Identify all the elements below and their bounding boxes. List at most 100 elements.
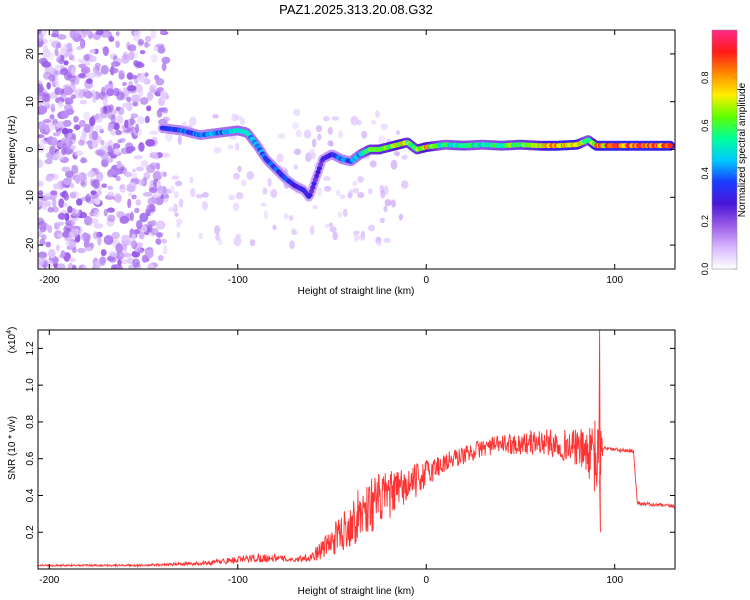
- heatmap-noise-cell: [144, 42, 151, 48]
- heatmap-noise-cell: [91, 89, 96, 100]
- x-tick-label: 100: [606, 275, 623, 286]
- heatmap-noise-cell: [71, 219, 76, 227]
- heatmap-halo-cell: [323, 116, 330, 122]
- heatmap-halo-cell: [327, 126, 333, 135]
- heatmap-noise-cell: [83, 54, 90, 62]
- heatmap-noise-cell: [45, 192, 51, 201]
- heatmap-noise-cell: [38, 134, 45, 139]
- heatmap-noise-cell: [60, 250, 66, 258]
- colorbar-tick-label: 0.0: [700, 263, 710, 276]
- y-tick-label: 0.2: [25, 525, 36, 539]
- heatmap-halo-cell: [367, 224, 376, 232]
- heatmap-noise-cell: [63, 86, 73, 96]
- heatmap-noise-cell: [94, 113, 104, 123]
- heatmap-halo-cell: [227, 144, 234, 150]
- heatmap-noise-cell: [131, 194, 137, 200]
- spectrogram-heatmap: [38, 30, 675, 269]
- heatmap-noise-cell: [116, 160, 122, 166]
- heatmap-noise-cell: [96, 71, 102, 76]
- heatmap-noise-cell: [136, 61, 143, 67]
- heatmap-halo-cell: [358, 234, 365, 241]
- heatmap-halo-cell: [283, 213, 289, 220]
- heatmap-noise-cell: [87, 170, 96, 178]
- heatmap-noise-cell: [83, 111, 91, 121]
- heatmap-noise-cell: [140, 97, 146, 103]
- heatmap-noise-cell: [135, 199, 141, 206]
- heatmap-halo-cell: [293, 108, 301, 116]
- heatmap-noise-cell: [152, 191, 162, 198]
- heatmap-halo-cell: [171, 175, 180, 180]
- heatmap-noise-cell: [161, 62, 167, 72]
- y-tick-label: 1.0: [25, 378, 36, 392]
- heatmap-halo-cell: [327, 140, 334, 147]
- heatmap-noise-cell: [38, 160, 44, 168]
- heatmap-noise-cell: [62, 119, 72, 127]
- heatmap-noise-cell: [106, 207, 115, 213]
- heatmap-noise-cell: [110, 114, 116, 123]
- heatmap-halo-cell: [195, 193, 204, 199]
- heatmap-halo-cell: [289, 240, 295, 250]
- heatmap-noise-cell: [38, 83, 44, 94]
- heatmap-noise-cell: [117, 259, 122, 267]
- heatmap-noise-cell: [161, 238, 167, 244]
- heatmap-noise-cell: [149, 84, 158, 94]
- heatmap-noise-cell: [131, 172, 138, 179]
- heatmap-halo-cell: [233, 172, 240, 180]
- heatmap-noise-cell: [97, 190, 102, 196]
- heatmap-noise-cell: [68, 257, 76, 263]
- snr-x-axis-label: Height of straight line (km): [298, 586, 415, 597]
- heatmap-noise-cell: [115, 175, 121, 182]
- heatmap-noise-cell: [115, 243, 123, 253]
- heatmap-noise-cell: [95, 149, 106, 157]
- heatmap-noise-cell: [78, 139, 85, 146]
- heatmap-noise-cell: [67, 205, 73, 214]
- heatmap-trace-cell: [311, 181, 317, 187]
- heatmap-halo-cell: [189, 116, 197, 126]
- heatmap-noise-cell: [139, 50, 146, 55]
- heatmap-noise-cell: [65, 170, 74, 178]
- heatmap-noise-cell: [60, 55, 65, 62]
- heatmap-noise-cell: [126, 96, 132, 103]
- heatmap-noise-cell: [112, 167, 120, 176]
- heatmap-noise-cell: [147, 197, 157, 206]
- heatmap-halo-cell: [295, 129, 302, 138]
- heatmap-noise-cell: [107, 124, 114, 132]
- heatmap-noise-cell: [132, 258, 141, 268]
- heatmap-trace-cell: [667, 143, 673, 149]
- heatmap-noise-cell: [126, 85, 137, 92]
- y-tick-label: 0.6: [25, 451, 36, 465]
- heatmap-noise-cell: [41, 202, 48, 210]
- heatmap-noise-cell: [144, 35, 152, 43]
- heatmap-noise-cell: [78, 73, 86, 78]
- heatmap-halo-cell: [316, 187, 323, 197]
- heatmap-noise-cell: [38, 32, 44, 42]
- heatmap-noise-cell: [49, 38, 54, 44]
- heatmap-noise-cell: [93, 260, 102, 269]
- heatmap-halo-cell: [337, 129, 344, 139]
- heatmap-noise-cell: [115, 40, 120, 48]
- heatmap-halo-cell: [332, 231, 338, 241]
- colorbar-ticks: 0.0 0.2 0.4 0.6 0.8: [700, 72, 737, 276]
- heatmap-noise-cell: [99, 256, 106, 266]
- heatmap-noise-cell: [136, 219, 143, 230]
- heatmap-noise-cell: [113, 192, 122, 203]
- heatmap-noise-cell: [121, 54, 130, 64]
- snr-line: [38, 330, 675, 568]
- heatmap-noise-cell: [130, 94, 141, 103]
- heatmap-noise-cell: [38, 230, 43, 238]
- heatmap-halo-cell: [178, 198, 184, 208]
- heatmap-noise-cell: [124, 119, 129, 129]
- heatmap-noise-cell: [84, 247, 94, 252]
- heatmap-noise-cell: [131, 250, 140, 258]
- heatmap-halo-cell: [370, 119, 377, 125]
- heatmap-noise-cell: [76, 46, 82, 51]
- heatmap-noise-cell: [41, 61, 52, 68]
- colorbar-frame: [711, 29, 738, 270]
- x-tick-label: 100: [606, 575, 623, 586]
- snr-multiplier-base: (x10: [7, 333, 18, 353]
- heatmap-noise-cell: [74, 75, 80, 85]
- heatmap-noise-cell: [46, 82, 51, 90]
- spectrogram-x-axis-label: Height of straight line (km): [298, 286, 415, 297]
- heatmap-noise-cell: [38, 145, 46, 153]
- heatmap-noise-cell: [85, 193, 92, 203]
